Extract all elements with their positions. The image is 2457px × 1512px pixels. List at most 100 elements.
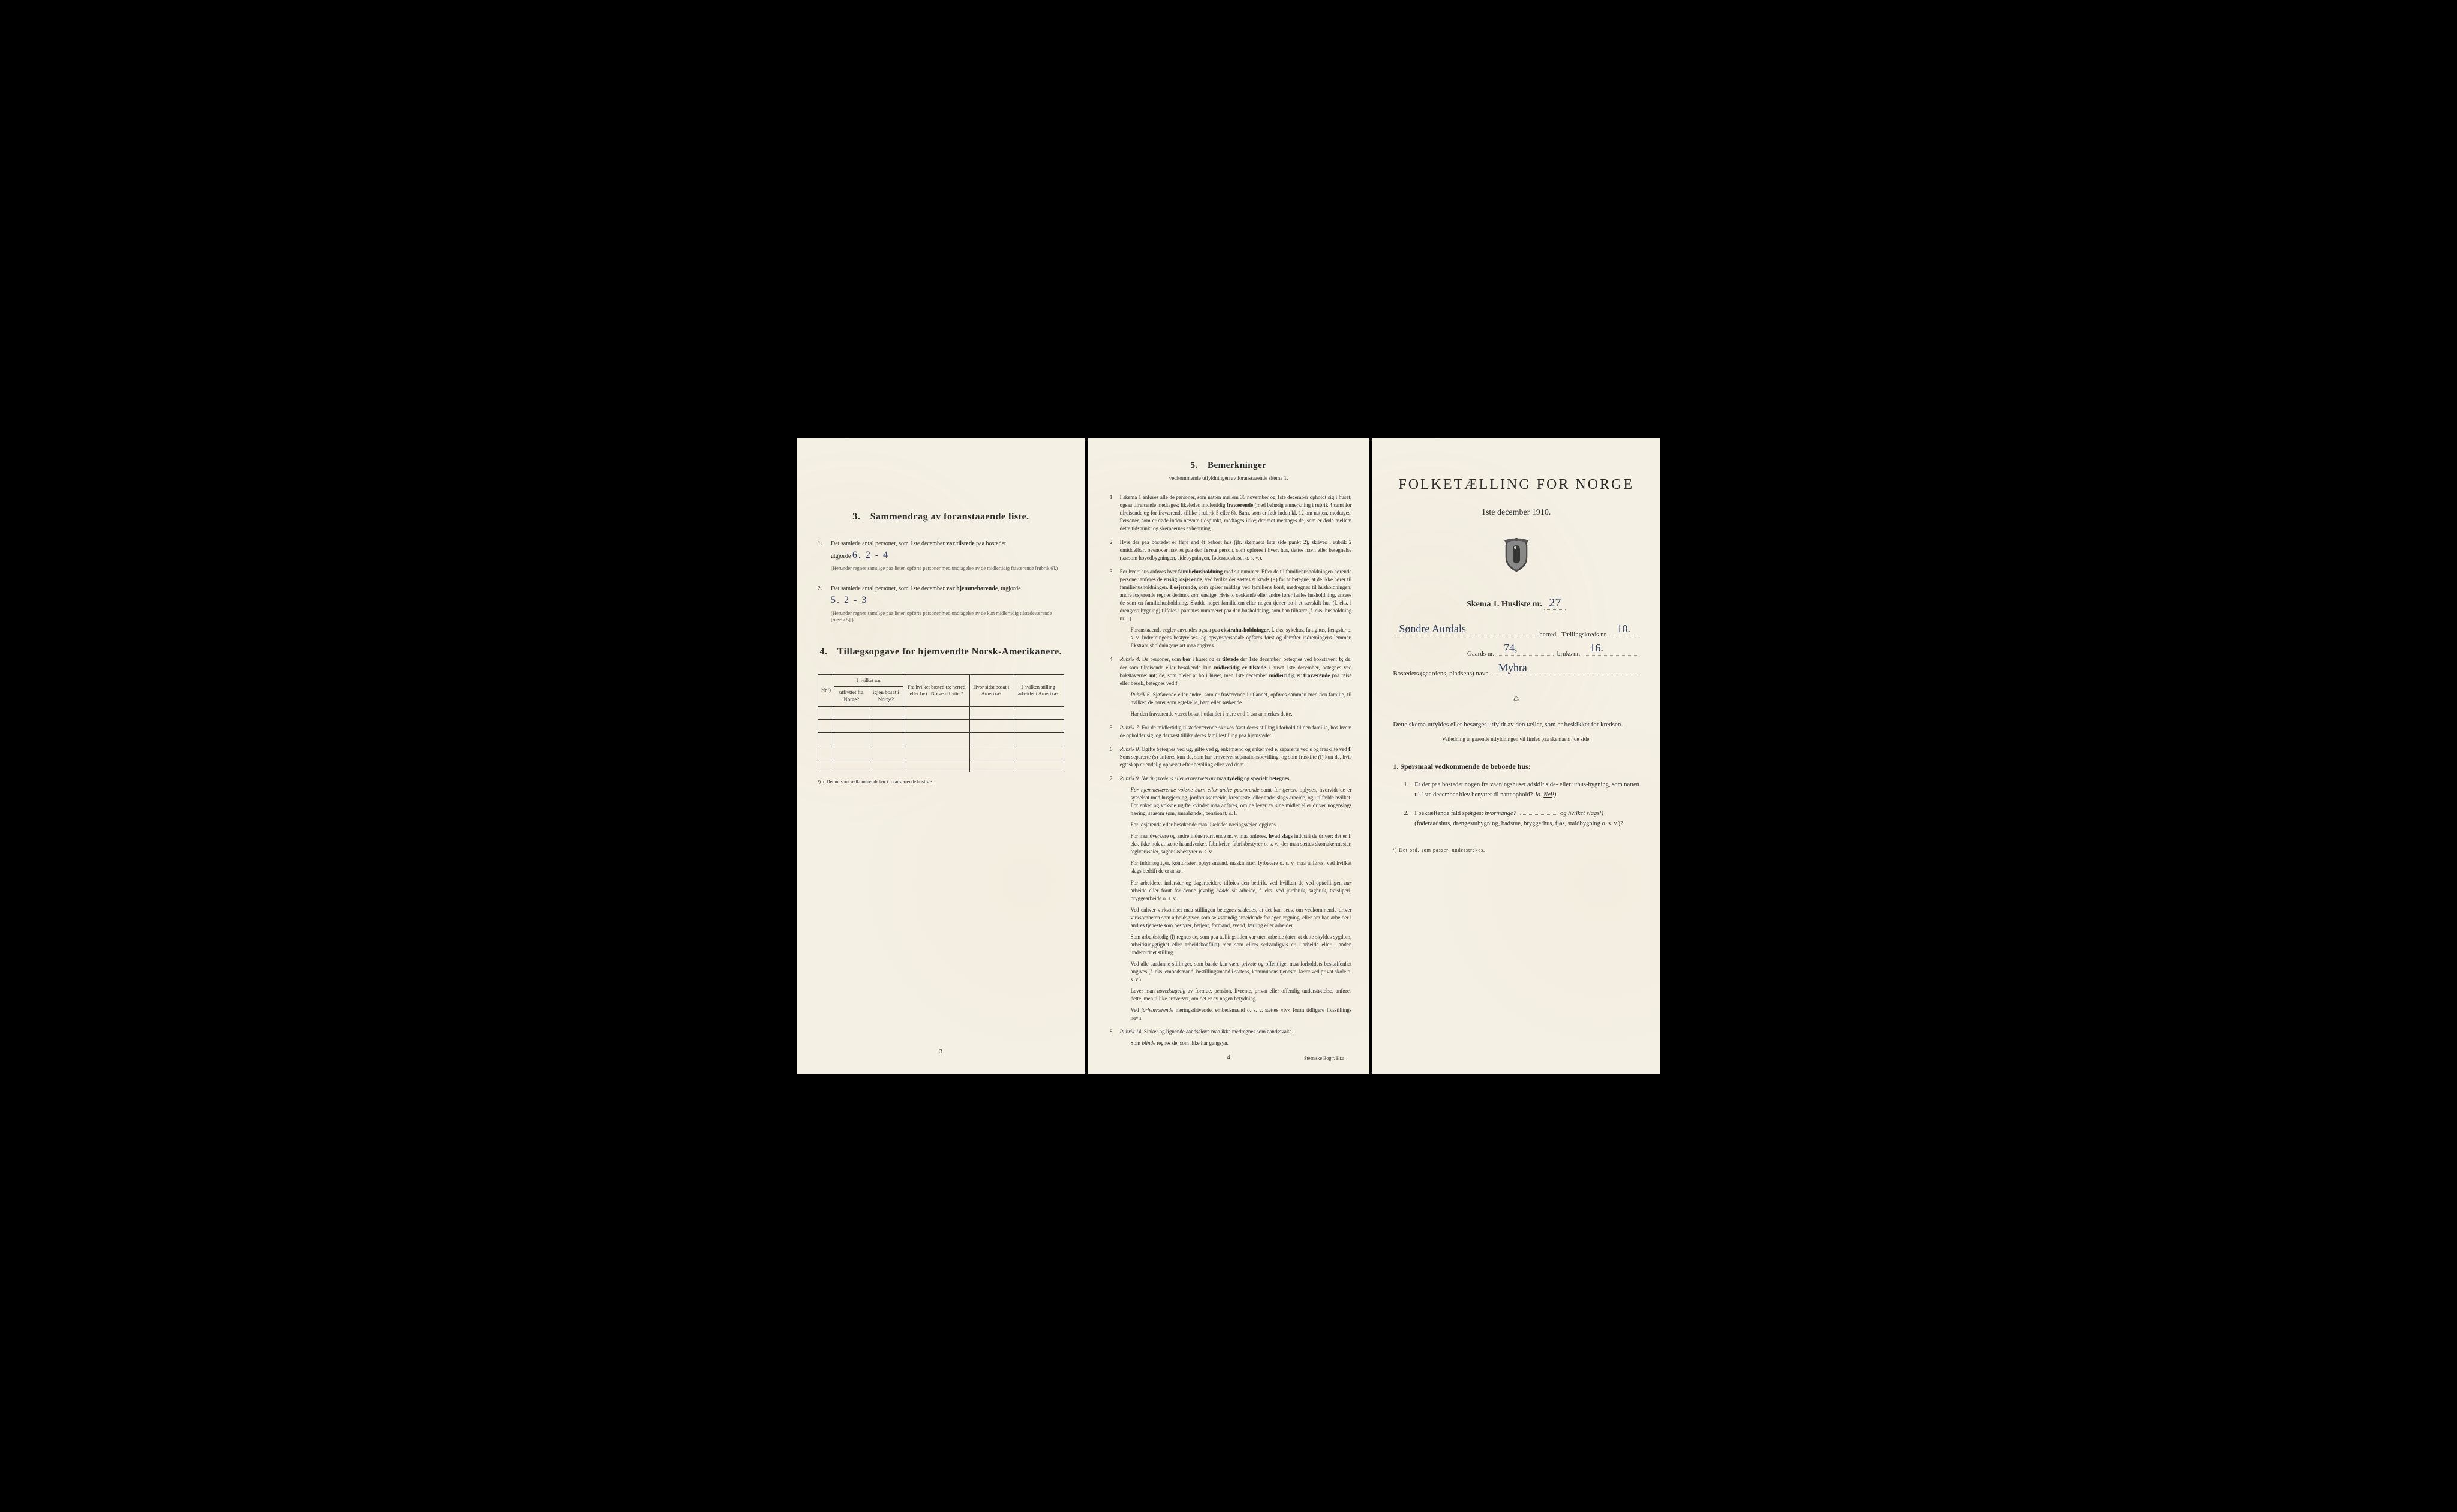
q1-text: Er der paa bostedet nogen fra vaaningshu… xyxy=(1414,781,1639,798)
remark-number: 4. xyxy=(1106,656,1114,717)
bosted-value: Myhra xyxy=(1498,660,1527,676)
col-sidst: Hvor sidst bosat i Amerika? xyxy=(970,675,1013,706)
section-5-number: 5. xyxy=(1191,461,1198,470)
page-1-title-page: FOLKETÆLLING FOR NORGE 1ste december 191… xyxy=(1372,438,1660,1075)
table-cell xyxy=(869,706,903,719)
item-2-handwritten-value: 5. 2 - 3 xyxy=(831,595,867,605)
item-1-number: 1. xyxy=(818,539,826,572)
gaards-line: Gaards nr. 74, bruks nr. 16. xyxy=(1393,649,1639,659)
remark-item: 4.Rubrik 4. De personer, som bor i huset… xyxy=(1106,656,1352,717)
remark-subpara: Ved enhver virksomhet maa stillingen bet… xyxy=(1120,906,1352,930)
section-5-title: 5. Bemerkninger xyxy=(1106,459,1352,473)
remark-subpara: For haandverkere og andre industridriven… xyxy=(1120,832,1352,856)
table-row xyxy=(818,719,1064,732)
gaards-label: Gaards nr. xyxy=(1467,649,1494,659)
remark-item: 2.Hvis der paa bostedet er flere end ét … xyxy=(1106,539,1352,562)
remark-item: 7.Rubrik 9. Næringsveiens eller erhverve… xyxy=(1106,775,1352,1022)
item-1-handwritten-value: 6. 2 - 4 xyxy=(852,550,889,560)
table-head: Nr.¹) I hvilket aar Fra hvilket bosted (… xyxy=(818,675,1064,706)
remark-subpara: Som arbeidsledig (l) regnes de, som paa … xyxy=(1120,933,1352,957)
remark-number: 2. xyxy=(1106,539,1114,562)
q2-hvormange: hvormange? xyxy=(1485,810,1516,817)
norwegian-coat-of-arms-icon xyxy=(1393,537,1639,576)
herred-line: Søndre Aurdals herred. Tællingskreds nr.… xyxy=(1393,630,1639,640)
table-cell xyxy=(970,719,1013,732)
table-cell xyxy=(834,732,869,746)
remark-number: 1. xyxy=(1106,494,1114,533)
husliste-number: 27 xyxy=(1544,596,1566,610)
gaards-value: 74, xyxy=(1504,640,1518,656)
q2-body: I bekræftende fald spørges: hvormange? o… xyxy=(1414,809,1639,829)
herred-value: Søndre Aurdals xyxy=(1399,621,1466,637)
remark-subpara: For losjerende eller besøkende maa likel… xyxy=(1120,821,1352,829)
table-cell xyxy=(1013,732,1064,746)
remark-subpara: For hjemmeværende voksne barn eller andr… xyxy=(1120,786,1352,817)
col-nr: Nr.¹) xyxy=(818,675,834,706)
item-2-text-a: Det samlede antal personer, som 1ste dec… xyxy=(831,585,945,592)
table-super-header: Nr.¹) I hvilket aar Fra hvilket bosted (… xyxy=(818,675,1064,687)
printer-credit: Steen'ske Bogtr. Kr.a. xyxy=(1304,1055,1345,1062)
table-cell xyxy=(903,719,970,732)
question-1: 1. Er der paa bostedet nogen fra vaaning… xyxy=(1393,780,1639,801)
questions-heading: 1. Spørsmaal vedkommende de beboede hus: xyxy=(1393,761,1639,772)
table-cell xyxy=(869,732,903,746)
remark-subpara: For arbeidere, inderster og dagarbeidere… xyxy=(1120,879,1352,903)
item-2-body: Det samlede antal personer, som 1ste dec… xyxy=(831,584,1064,624)
census-main-title: FOLKETÆLLING FOR NORGE xyxy=(1393,474,1639,495)
table-cell xyxy=(970,746,1013,759)
remark-subpara: For fuldmægtiger, kontorister, opsynsmæn… xyxy=(1120,859,1352,875)
remark-body: I skema 1 anføres alle de personer, som … xyxy=(1120,494,1352,533)
table-cell xyxy=(1013,746,1064,759)
table-cell xyxy=(818,706,834,719)
remark-subpara: Som blinde regnes de, som ikke har gangs… xyxy=(1120,1039,1352,1047)
table-cell xyxy=(834,706,869,719)
remark-subpara: Lever man hovedsagelig av formue, pensio… xyxy=(1120,987,1352,1003)
q1-footnote-ref: ¹). xyxy=(1552,792,1558,798)
col-group-aar: I hvilket aar xyxy=(834,675,903,687)
skema-husliste-line: Skema 1. Husliste nr. 27 xyxy=(1393,594,1639,612)
bruks-field: 16. xyxy=(1584,655,1639,656)
table-cell xyxy=(818,732,834,746)
remark-body: Rubrik 14. Sinker og lignende aandssløve… xyxy=(1120,1028,1352,1047)
q2-blank xyxy=(1520,814,1556,815)
herred-label: herred. xyxy=(1539,630,1558,640)
tkreds-label: Tællingskreds nr. xyxy=(1561,630,1607,640)
table-row xyxy=(818,746,1064,759)
q1-ja: Ja. xyxy=(1534,792,1542,798)
table-row xyxy=(818,706,1064,719)
remark-body: Rubrik 7. For de midlertidig tilstedevær… xyxy=(1120,724,1352,740)
table-cell xyxy=(1013,706,1064,719)
item-2-bold: var hjemmehørende xyxy=(946,585,998,592)
summary-item-1: 1. Det samlede antal personer, som 1ste … xyxy=(818,539,1064,572)
item-1-text-a: Det samlede antal personer, som 1ste dec… xyxy=(831,540,945,547)
table-cell xyxy=(903,732,970,746)
col-bosted: Fra hvilket bosted (ɔ: herred eller by) … xyxy=(903,675,970,706)
section-3-title: 3. Sammendrag av foranstaaende liste. xyxy=(818,510,1064,524)
table-row xyxy=(818,759,1064,772)
col-utflyttet: utflyttet fra Norge? xyxy=(834,687,869,706)
table-cell xyxy=(970,706,1013,719)
remark-item: 6.Rubrik 8. Ugifte betegnes ved ug, gift… xyxy=(1106,746,1352,769)
q1-answers: Ja. Nei¹). xyxy=(1534,792,1558,798)
item-1-body: Det samlede antal personer, som 1ste dec… xyxy=(831,539,1064,572)
bosted-label: Bostedets (gaardens, pladsens) navn xyxy=(1393,669,1488,679)
remark-subpara: Ved forhenværende næringsdrivende, embed… xyxy=(1120,1006,1352,1022)
filling-instruction: Dette skema utfyldes eller besørges utfy… xyxy=(1393,719,1639,731)
col-stilling: I hvilken stilling arbeidet i Amerika? xyxy=(1013,675,1064,706)
remark-item: 1.I skema 1 anføres alle de personer, so… xyxy=(1106,494,1352,533)
item-2-text-b: , utgjorde xyxy=(998,585,1020,592)
q2-number: 2. xyxy=(1404,809,1408,829)
table-footnote: ¹) ɔ: Det nr. som vedkommende har i fora… xyxy=(818,778,1064,786)
col-igjen: igjen bosat i Norge? xyxy=(869,687,903,706)
remark-body: For hvert hus anføres hver familiehushol… xyxy=(1120,568,1352,650)
decorative-separator-icon: ⁂ xyxy=(1393,693,1639,704)
question-2: 2. I bekræftende fald spørges: hvormange… xyxy=(1393,809,1639,829)
bruks-value: 16. xyxy=(1590,640,1603,656)
remark-number: 3. xyxy=(1106,568,1114,650)
section-4-title: 4. Tillægsopgave for hjemvendte Norsk-Am… xyxy=(818,645,1064,659)
tkreds-value: 10. xyxy=(1617,621,1630,637)
section-4-number: 4. xyxy=(819,647,827,657)
table-cell xyxy=(834,759,869,772)
table-cell xyxy=(818,719,834,732)
bruks-label: bruks nr. xyxy=(1557,649,1581,659)
